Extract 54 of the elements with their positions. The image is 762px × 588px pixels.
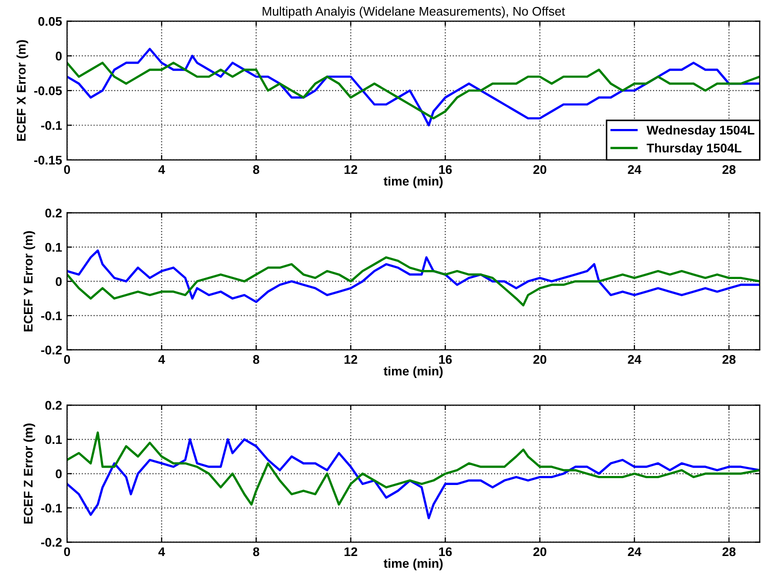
y-tick-label: -0.1 — [41, 121, 62, 130]
y-tick-label: -0.2 — [41, 538, 62, 547]
y-tick-label: 0 — [56, 469, 62, 478]
x-tick-label: 0 — [64, 355, 70, 364]
x-tick-label: 12 — [344, 165, 358, 174]
y-tick-label: 0.05 — [38, 16, 62, 26]
y-tick-label: 0.2 — [45, 400, 62, 410]
y-tick-label: 0.1 — [45, 242, 62, 252]
line-series — [67, 249, 760, 304]
x-tick-label: 20 — [533, 165, 546, 174]
y-tick-label: -0.2 — [41, 346, 62, 355]
y-axis-title: ECEF X Error (m) — [16, 40, 28, 141]
x-tick-label: 4 — [158, 355, 166, 364]
x-axis-title: time (min) — [384, 176, 443, 188]
y-axis-title: ECEF Y Error (m) — [23, 231, 36, 332]
x-tick-label: 12 — [344, 355, 358, 364]
x-tick-label: 16 — [439, 165, 452, 174]
x-tick-label: 8 — [253, 547, 260, 556]
x-tick-label: 16 — [439, 547, 452, 556]
x-tick-label: 4 — [158, 165, 166, 174]
x-tick-label: 24 — [628, 355, 642, 364]
legend-label: Wednesday 1504L — [646, 125, 754, 138]
legend-label: Thursday 1504L — [646, 143, 742, 155]
x-tick-label: 16 — [439, 355, 452, 364]
x-tick-label: 0 — [64, 547, 70, 556]
x-tick-label: 24 — [628, 547, 642, 556]
x-tick-label: 28 — [722, 547, 736, 556]
y-tick-label: 0 — [56, 277, 62, 286]
x-tick-label: 8 — [253, 165, 260, 174]
x-tick-label: 28 — [722, 355, 736, 364]
line-series — [67, 48, 760, 126]
line-series — [67, 256, 760, 306]
y-tick-label: 0.2 — [45, 208, 62, 218]
y-tick-label: 0 — [56, 52, 62, 61]
line-series — [67, 431, 760, 506]
x-axis-title: time (min) — [384, 366, 443, 378]
x-tick-label: 4 — [158, 547, 166, 556]
y-tick-label: -0.1 — [41, 504, 62, 513]
x-tick-label: 0 — [64, 165, 70, 174]
x-tick-label: 8 — [253, 355, 260, 364]
x-tick-label: 20 — [533, 547, 546, 556]
y-tick-label: -0.1 — [41, 311, 62, 320]
x-tick-label: 12 — [344, 547, 358, 556]
chart-title: Multipath Analyis (Widelane Measurements), No Offset — [262, 6, 565, 18]
y-axis-title: ECEF Z Error (m) — [23, 424, 36, 524]
y-tick-label: 0.1 — [45, 435, 62, 444]
line-series — [67, 62, 760, 120]
x-tick-label: 24 — [628, 165, 642, 174]
x-axis-title: time (min) — [384, 558, 443, 570]
x-tick-label: 20 — [533, 355, 546, 364]
x-tick-label: 28 — [722, 165, 736, 174]
line-series — [67, 438, 760, 520]
y-tick-label: -0.05 — [34, 86, 62, 96]
y-tick-label: -0.15 — [34, 156, 62, 165]
